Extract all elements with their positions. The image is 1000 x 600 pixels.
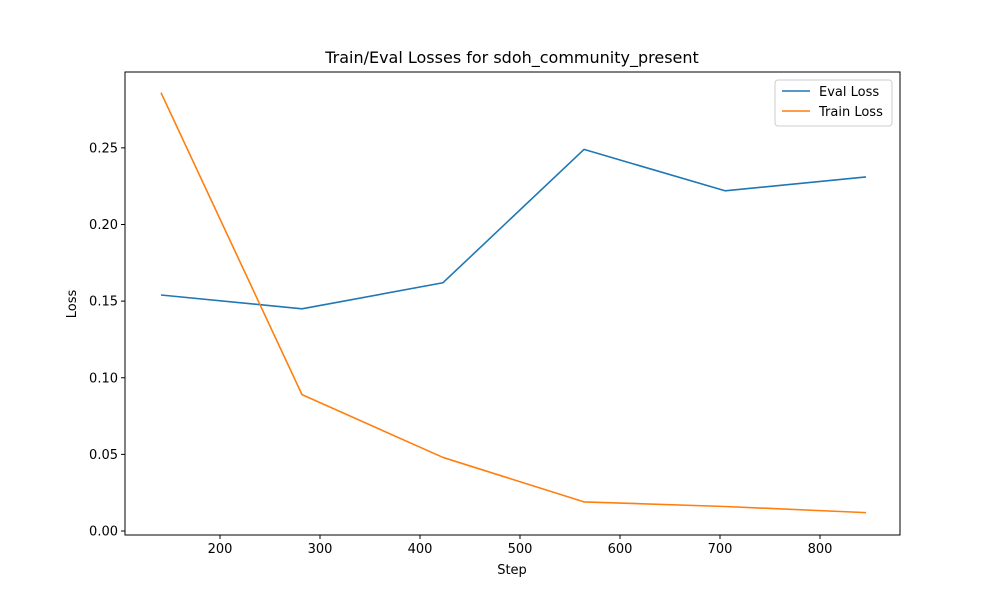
y-tick-label: 0.20 — [89, 218, 118, 233]
x-tick-label: 400 — [408, 542, 433, 557]
y-tick-label: 0.25 — [89, 141, 118, 156]
y-tick-label: 0.10 — [89, 371, 118, 386]
x-tick-label: 300 — [308, 542, 333, 557]
x-tick-label: 600 — [608, 542, 633, 557]
y-axis-label: Loss — [65, 290, 80, 319]
y-tick-label: 0.05 — [89, 448, 118, 463]
x-tick-label: 500 — [508, 542, 533, 557]
x-axis: 200 300 400 500 600 700 800 — [208, 535, 833, 557]
legend: Eval Loss Train Loss — [774, 79, 893, 127]
legend-label-eval-loss: Eval Loss — [819, 85, 879, 100]
y-tick-label: 0.15 — [89, 295, 118, 310]
legend-label-train-loss: Train Loss — [818, 105, 883, 120]
x-axis-label: Step — [497, 563, 527, 578]
series-line-eval-loss — [160, 148, 867, 310]
x-tick-label: 200 — [208, 542, 233, 557]
series-line-train-loss — [160, 92, 867, 514]
y-tick-label: 0.00 — [89, 525, 118, 540]
x-tick-label: 700 — [708, 542, 733, 557]
y-axis: 0.00 0.05 0.10 0.15 0.20 0.25 — [89, 141, 125, 540]
x-tick-label: 800 — [808, 542, 833, 557]
plot-area: 200 300 400 500 600 700 800 0.000.050.100.150.… — [89, 71, 901, 557]
series-lines — [160, 92, 867, 514]
chart-title: Train/Eval Losses for sdoh_community_pre… — [324, 48, 699, 68]
